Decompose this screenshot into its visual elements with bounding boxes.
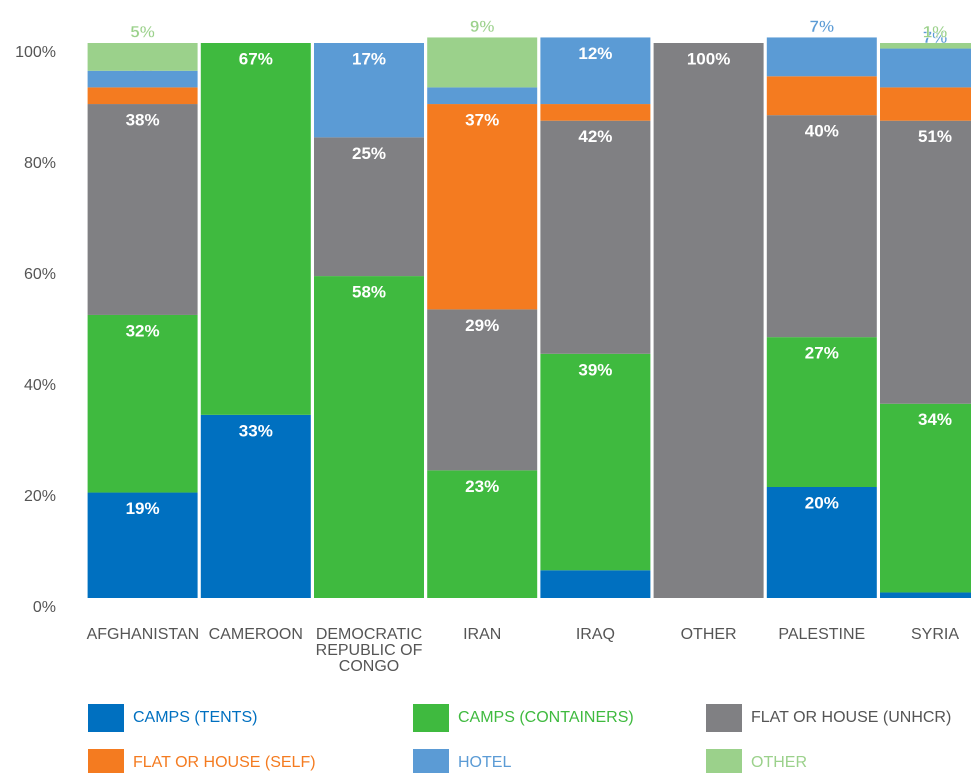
bar-segment: [87, 43, 198, 71]
bar-segment: [766, 37, 877, 77]
bar-segment: [87, 70, 198, 88]
bar-segment: [540, 37, 651, 105]
bar-segment: [766, 487, 877, 598]
data-label: 12%: [578, 44, 612, 63]
bar-segment: [880, 48, 971, 88]
data-label: 34%: [918, 410, 952, 429]
legend-label: CAMPS (TENTS): [133, 709, 258, 726]
bar-segment: [427, 87, 538, 105]
x-tick-label: DEMOCRATIC REPUBLIC OF CONGO: [315, 626, 423, 675]
data-label: 42%: [578, 127, 612, 146]
data-label: 32%: [126, 321, 160, 340]
bar-segment: [653, 43, 764, 598]
data-label: 9%: [470, 17, 495, 36]
bar-segment: [87, 492, 198, 598]
bar-segment: [314, 43, 424, 138]
data-label: 40%: [805, 122, 839, 141]
bar-segment: [200, 414, 311, 598]
data-label: 20%: [805, 493, 839, 512]
data-label: 51%: [918, 127, 952, 146]
bar-segment: [540, 570, 651, 598]
bar-segment: [87, 104, 198, 315]
bar-segment: [427, 470, 538, 598]
bar-segment: [540, 353, 651, 571]
bar-segment: [427, 37, 538, 88]
x-tick-label: SYRIA: [910, 626, 959, 643]
data-label: 19%: [126, 499, 160, 518]
legend-swatch: [413, 704, 449, 732]
y-tick-label: 20%: [24, 488, 56, 505]
bar-segment: [540, 104, 651, 121]
bar-segment: [427, 309, 538, 471]
legend-swatch: [706, 704, 742, 732]
legend-label: HOTEL: [458, 754, 512, 771]
bar-segment: [766, 115, 877, 338]
legend-label: CAMPS (CONTAINERS): [458, 709, 634, 726]
bar-segment: [200, 43, 311, 415]
bar-segment: [87, 314, 198, 493]
x-tick-label: CAMEROON: [208, 626, 303, 643]
y-tick-label: 40%: [24, 377, 56, 394]
y-tick-label: 100%: [15, 44, 56, 61]
bar-segment: [880, 592, 971, 598]
legend-label: OTHER: [751, 754, 807, 771]
data-label: 67%: [239, 49, 273, 68]
bar-segment: [880, 87, 971, 121]
data-label: 1%: [923, 22, 948, 41]
bar-segment: [766, 76, 877, 116]
x-tick-label: PALESTINE: [778, 626, 866, 643]
data-label: 27%: [805, 344, 839, 363]
y-tick-label: 80%: [24, 155, 56, 172]
x-tick-label: IRAQ: [575, 626, 615, 643]
legend-swatch: [88, 704, 124, 732]
data-label: 17%: [352, 49, 386, 68]
bar-segment: [87, 87, 198, 105]
data-label: 37%: [465, 111, 499, 130]
legend-label: FLAT OR HOUSE (UNHCR): [751, 709, 952, 726]
bar-segment: [314, 137, 424, 277]
data-label: 38%: [126, 111, 160, 130]
y-tick-label: 0%: [33, 599, 56, 616]
data-label: 23%: [465, 477, 499, 496]
bar-segment: [880, 120, 971, 404]
data-label: 100%: [687, 49, 730, 68]
bar-segment: [880, 43, 971, 49]
data-label: 39%: [578, 360, 612, 379]
x-tick-label: OTHER: [680, 626, 737, 643]
bar-segment: [314, 276, 424, 598]
legend-label: FLAT OR HOUSE (SELF): [133, 754, 316, 771]
data-label: 29%: [465, 316, 499, 335]
bar-segment: [427, 104, 538, 310]
bar-segment: [540, 120, 651, 354]
bar-segment: [880, 403, 971, 593]
x-tick-label: AFGHANISTAN: [86, 626, 200, 643]
legend-swatch: [88, 749, 124, 773]
data-label: 7%: [810, 17, 835, 36]
legend-swatch: [413, 749, 449, 773]
data-label: 33%: [239, 421, 273, 440]
y-tick-label: 60%: [24, 266, 56, 283]
x-tick-label: IRAN: [463, 626, 502, 643]
data-label: 25%: [352, 144, 386, 163]
data-label: 5%: [130, 22, 155, 41]
legend-swatch: [706, 749, 742, 773]
data-label: 7%: [923, 28, 948, 47]
bar-segment: [766, 337, 877, 487]
data-label: 58%: [352, 283, 386, 302]
